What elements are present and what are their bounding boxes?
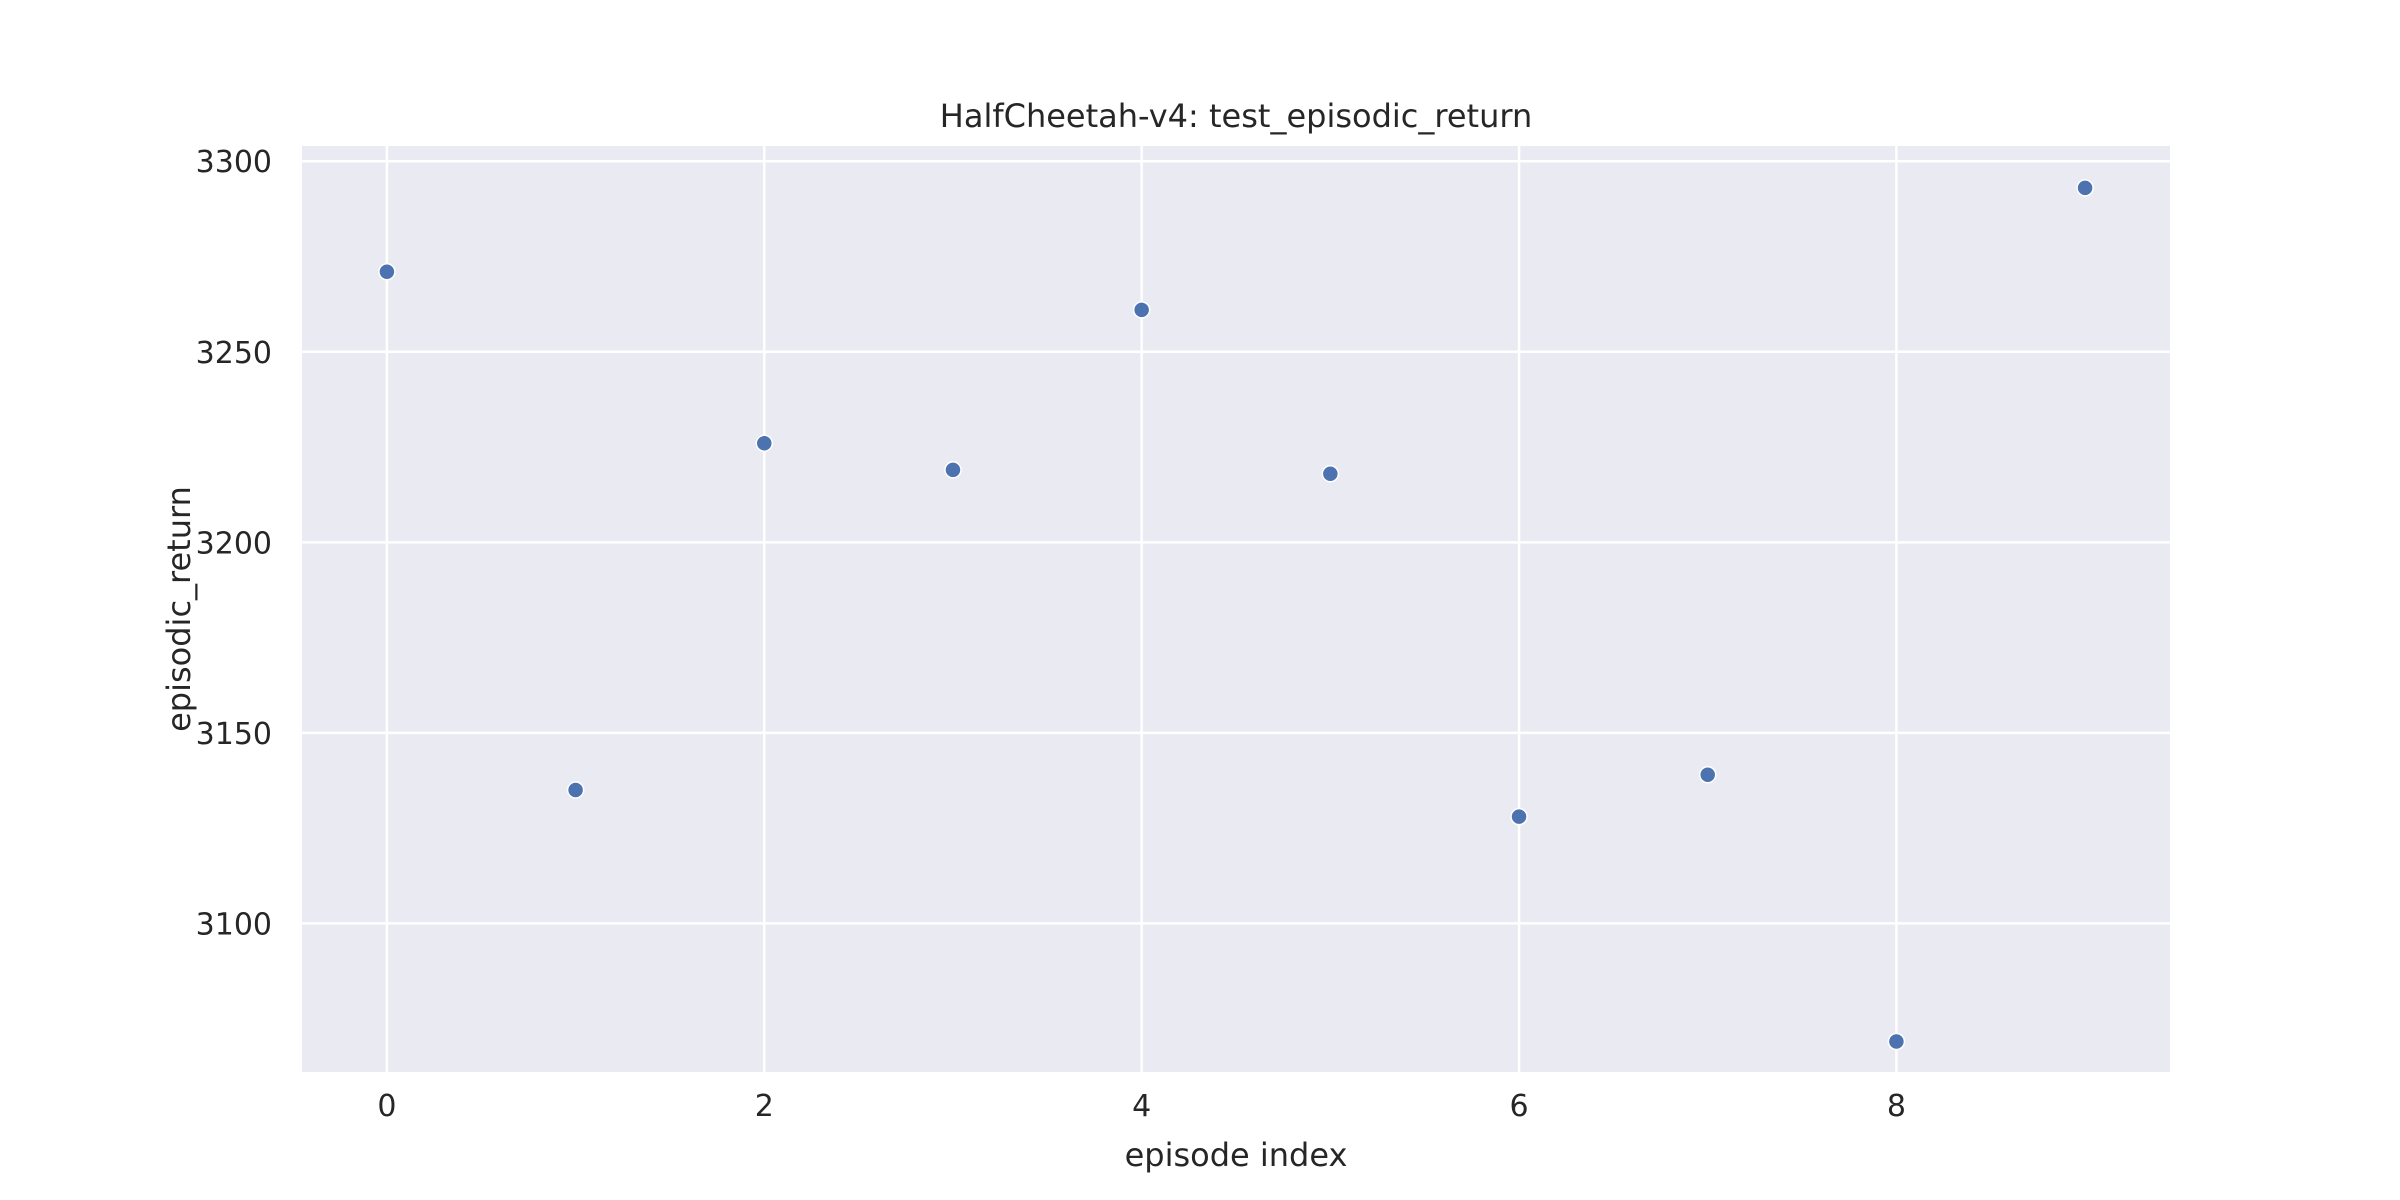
data-point (1321, 464, 1340, 483)
plot-area (302, 146, 2170, 1072)
x-tick-labels: 0 2 4 6 8 (377, 1089, 1906, 1124)
x-tick-label: 4 (1132, 1089, 1151, 1124)
x-tick-label: 0 (377, 1089, 396, 1124)
data-points (378, 179, 2094, 1051)
data-point (944, 461, 962, 479)
x-tick-label: 6 (1509, 1089, 1528, 1124)
data-point (1698, 766, 1717, 784)
y-tick-label: 3300 (196, 145, 272, 180)
y-axis-label: episodic_return (160, 486, 198, 732)
y-tick-labels: 3100 3150 3200 3250 3300 (196, 145, 272, 942)
grid (302, 146, 2170, 1072)
x-tick-label: 8 (1887, 1089, 1906, 1124)
data-point (1510, 807, 1528, 826)
data-point (755, 434, 774, 452)
y-tick-label: 3150 (196, 717, 272, 752)
data-point (1132, 301, 1151, 319)
data-point (566, 781, 585, 799)
chart-title: HalfCheetah-v4: test_episodic_return (940, 97, 1532, 135)
y-tick-label: 3200 (196, 526, 272, 561)
y-tick-label: 3250 (196, 336, 272, 371)
x-axis-label: episode index (1125, 1136, 1348, 1174)
x-tick-label: 2 (755, 1089, 774, 1124)
y-tick-label: 3100 (196, 907, 272, 942)
data-point (1887, 1032, 1906, 1051)
data-point (378, 263, 396, 281)
data-point (2076, 179, 2094, 197)
